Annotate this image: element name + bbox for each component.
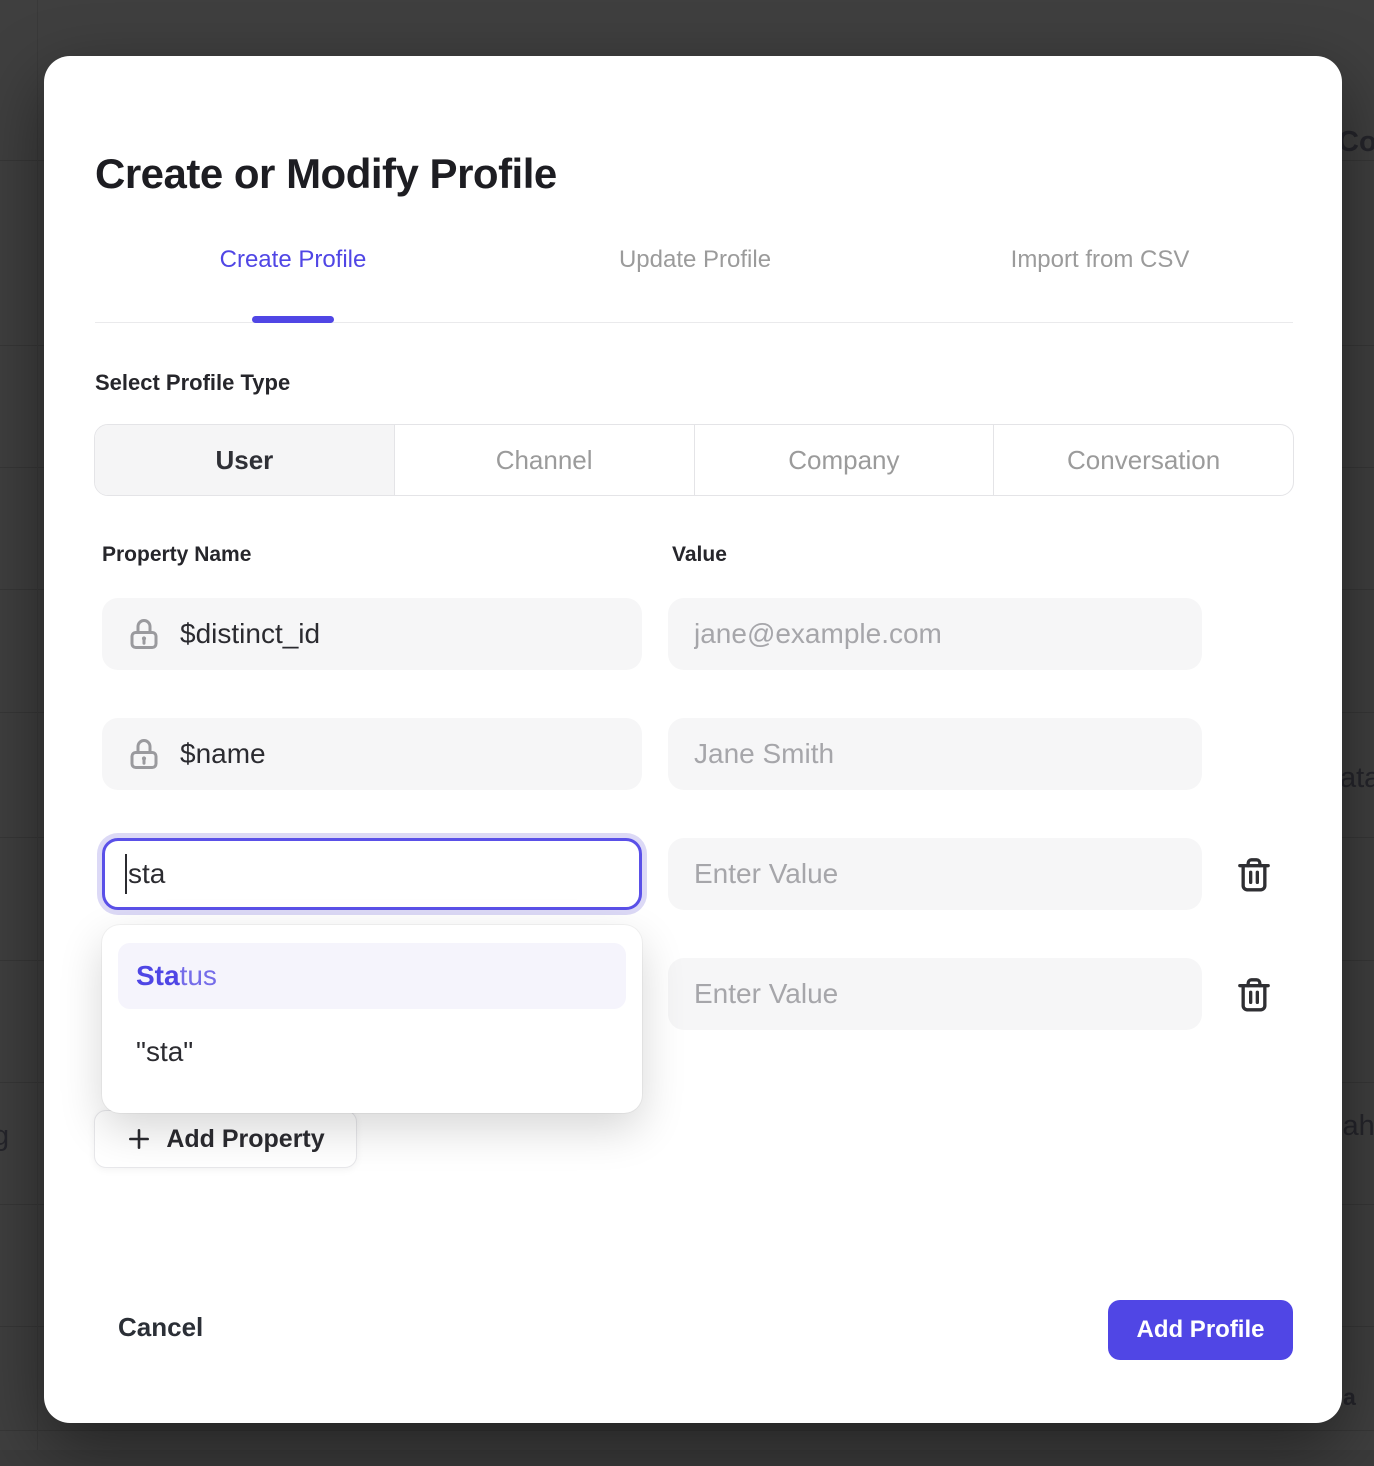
value-input-row-4[interactable] (668, 958, 1202, 1030)
active-tab-indicator (252, 316, 334, 323)
profile-type-segmented-control: User Channel Company Conversation (94, 424, 1294, 496)
value-input-name[interactable] (668, 718, 1202, 790)
backdrop-row-line (0, 1430, 1374, 1431)
text-caret (125, 854, 127, 894)
profile-type-user[interactable]: User (95, 425, 394, 495)
value-column-header: Value (672, 543, 727, 566)
profile-type-conversation[interactable]: Conversation (993, 425, 1293, 495)
property-name-text: $name (180, 738, 266, 769)
tab-import-from-csv[interactable]: Import from CSV (1010, 246, 1190, 273)
trash-icon (1234, 973, 1276, 1015)
autocomplete-option-status[interactable]: Sta tus (118, 943, 626, 1009)
trash-icon (1234, 853, 1276, 895)
property-name-input[interactable]: sta (102, 838, 642, 910)
backdrop-text-fragment: lah (1336, 1110, 1374, 1142)
cancel-button[interactable]: Cancel (118, 1312, 204, 1342)
backdrop-footer-band (0, 1450, 1374, 1466)
profile-type-label: Select Profile Type (95, 370, 291, 395)
locked-property-distinct-id: $distinct_id (102, 598, 642, 670)
backdrop-text-fragment: a (1343, 1384, 1356, 1410)
autocomplete-rest-text: tus (179, 960, 217, 991)
backdrop-text-fragment: g (0, 1120, 10, 1152)
tab-update-profile[interactable]: Update Profile (618, 246, 772, 273)
delete-row-button[interactable] (1234, 973, 1276, 1015)
backdrop-text-fragment: Col (1338, 126, 1374, 158)
delete-row-button[interactable] (1234, 853, 1276, 895)
autocomplete-option-literal[interactable]: "sta" (136, 1036, 194, 1067)
lock-icon (126, 615, 162, 653)
profile-type-company[interactable]: Company (693, 425, 994, 495)
lock-icon (126, 735, 162, 773)
add-property-button[interactable]: Add Property (94, 1110, 357, 1168)
property-autocomplete-dropdown: Sta tus "sta" (102, 925, 642, 1113)
add-profile-button[interactable]: Add Profile (1108, 1300, 1293, 1360)
backdrop-column-line (37, 0, 38, 1466)
create-or-modify-profile-dialog: Create or Modify Profile Create Profile … (44, 56, 1342, 1423)
value-input-distinct-id[interactable] (668, 598, 1202, 670)
property-name-input-value: sta (128, 858, 166, 889)
locked-property-name: $name (102, 718, 642, 790)
profile-type-channel[interactable]: Channel (393, 425, 694, 495)
value-input-row-3[interactable] (668, 838, 1202, 910)
autocomplete-match-text: Sta (136, 960, 180, 991)
tabs-divider (95, 322, 1293, 323)
plus-icon (126, 1126, 152, 1152)
backdrop-text-fragment: ata (1340, 762, 1374, 794)
property-name-text: $distinct_id (180, 618, 321, 649)
tab-create-profile[interactable]: Create Profile (219, 246, 367, 273)
dialog-title: Create or Modify Profile (95, 150, 557, 198)
property-name-column-header: Property Name (102, 543, 252, 566)
add-property-label: Add Property (166, 1124, 325, 1153)
